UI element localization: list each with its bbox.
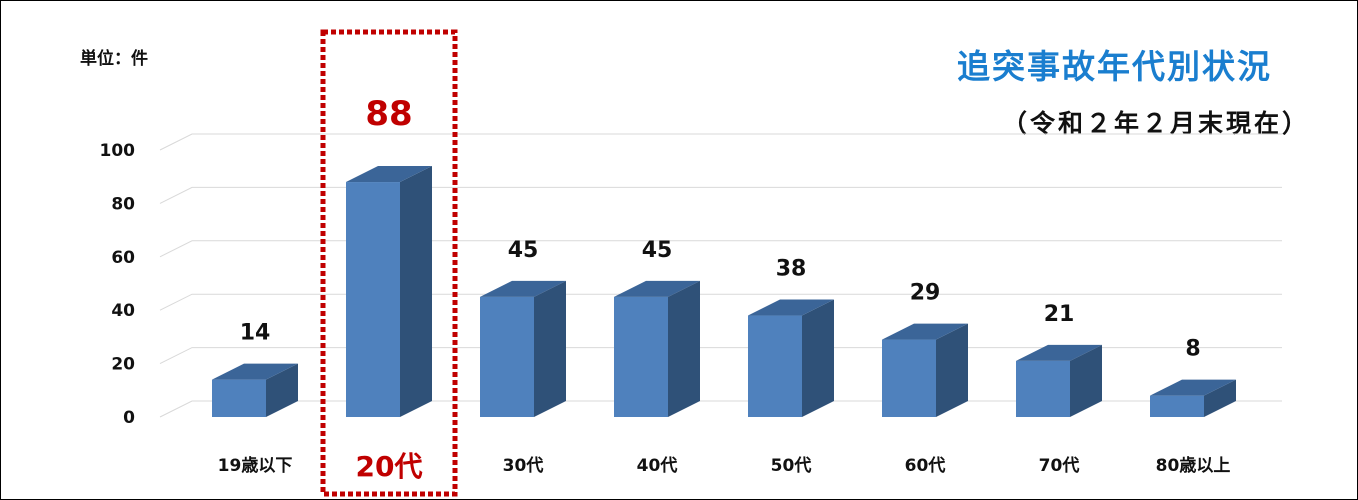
data-label: 14 — [240, 321, 271, 346]
x-tick-label: 70代 — [1039, 455, 1080, 476]
bar-top — [748, 299, 834, 316]
y-tick-label: 20 — [111, 355, 135, 375]
bar-side — [400, 166, 432, 417]
data-label: 21 — [1044, 302, 1075, 327]
gridline — [159, 293, 1282, 311]
bar — [748, 315, 802, 417]
bar-top — [480, 280, 566, 297]
bar-top — [1016, 344, 1102, 361]
gridline — [159, 240, 1282, 258]
x-tick-label: 60代 — [905, 455, 946, 476]
data-label: 8 — [1185, 337, 1200, 362]
data-label: 45 — [642, 238, 673, 263]
bar-side — [534, 280, 566, 417]
highlight-box — [320, 29, 458, 497]
chart-title: 追突事故年代別状況 — [957, 47, 1272, 86]
bar — [1150, 395, 1204, 417]
data-label: 88 — [365, 94, 412, 134]
bar-side — [936, 323, 968, 417]
bar-top — [212, 363, 298, 380]
bar-side — [802, 299, 834, 417]
data-label: 38 — [776, 257, 807, 282]
gridline — [159, 133, 1282, 151]
y-tick-label: 40 — [111, 301, 135, 321]
bar-top — [1150, 379, 1236, 396]
gridline — [159, 400, 1282, 418]
bar-top — [346, 166, 432, 183]
data-label: 45 — [508, 238, 539, 263]
bar — [212, 379, 266, 417]
y-tick-label: 0 — [123, 408, 135, 428]
gridline — [159, 186, 1282, 204]
y-tick-label: 100 — [100, 141, 136, 161]
bar — [346, 182, 400, 417]
gridline — [159, 347, 1282, 365]
bar — [614, 296, 668, 417]
chart-subtitle: （令和２年２月末現在） — [1001, 109, 1310, 138]
bar — [480, 296, 534, 417]
y-tick-label: 80 — [111, 194, 135, 214]
x-tick-label: 80歳以上 — [1156, 455, 1231, 476]
bar-top — [882, 323, 968, 340]
x-tick-label: 40代 — [637, 455, 678, 476]
unit-label: 単位：件 — [80, 49, 148, 69]
bar-side — [266, 363, 298, 417]
x-tick-label: 30代 — [503, 455, 544, 476]
data-label: 29 — [910, 281, 941, 306]
bar-side — [1204, 379, 1236, 417]
bar-side — [668, 280, 700, 417]
bar-top — [614, 280, 700, 297]
y-tick-label: 60 — [111, 248, 135, 268]
x-tick-label: 50代 — [771, 455, 812, 476]
x-tick-label: 19歳以下 — [218, 455, 293, 476]
bar — [882, 339, 936, 417]
x-tick-label: 20代 — [356, 450, 423, 483]
bar-side — [1070, 344, 1102, 417]
bar — [1016, 360, 1070, 417]
